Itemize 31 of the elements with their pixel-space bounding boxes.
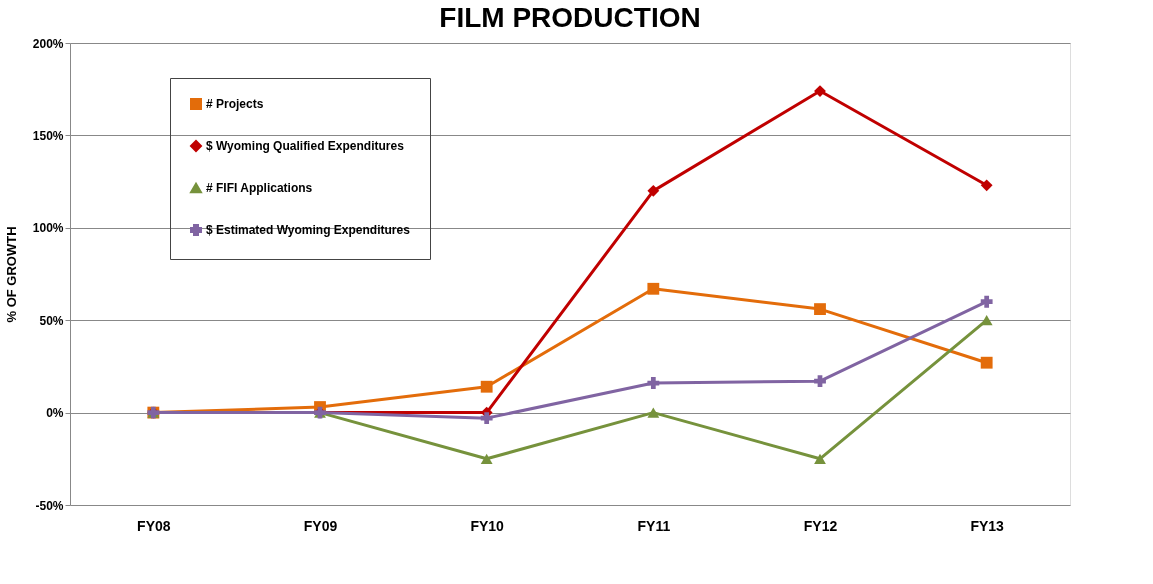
y-tick-label: 150% xyxy=(32,128,64,143)
legend-label: $ Wyoming Qualified Expenditures xyxy=(206,139,405,153)
legend-label: $ Estimated Wyoming Expenditures xyxy=(206,223,411,237)
chart-title: FILM PRODUCTION xyxy=(439,2,701,33)
point xyxy=(647,377,660,389)
x-tick-label: FY09 xyxy=(303,517,338,534)
y-tick-label: -50% xyxy=(35,498,64,513)
y-tick-label: 100% xyxy=(32,221,64,236)
x-tick-label: FY10 xyxy=(470,517,505,534)
legend-label: # FIFI Applications xyxy=(206,181,313,195)
point xyxy=(480,380,493,393)
x-tick-label: FY11 xyxy=(637,517,671,534)
x-tick-label: FY12 xyxy=(803,517,838,534)
point xyxy=(980,295,993,308)
point xyxy=(647,407,660,418)
y-tick-label: 50% xyxy=(39,313,64,328)
y-axis-title: % OF GROWTH xyxy=(3,226,19,323)
legend-label: # Projects xyxy=(206,97,264,111)
point xyxy=(480,412,493,425)
x-tick-label: FY13 xyxy=(970,517,1005,534)
point xyxy=(480,453,493,464)
point xyxy=(980,356,993,369)
y-tick-label: 0% xyxy=(46,406,64,421)
point xyxy=(647,184,660,197)
point xyxy=(647,282,660,295)
point xyxy=(814,453,826,464)
y-tick-label: 200% xyxy=(32,36,64,51)
point xyxy=(814,375,826,388)
point xyxy=(980,179,993,192)
point xyxy=(814,303,826,316)
x-tick-label: FY08 xyxy=(137,517,171,534)
